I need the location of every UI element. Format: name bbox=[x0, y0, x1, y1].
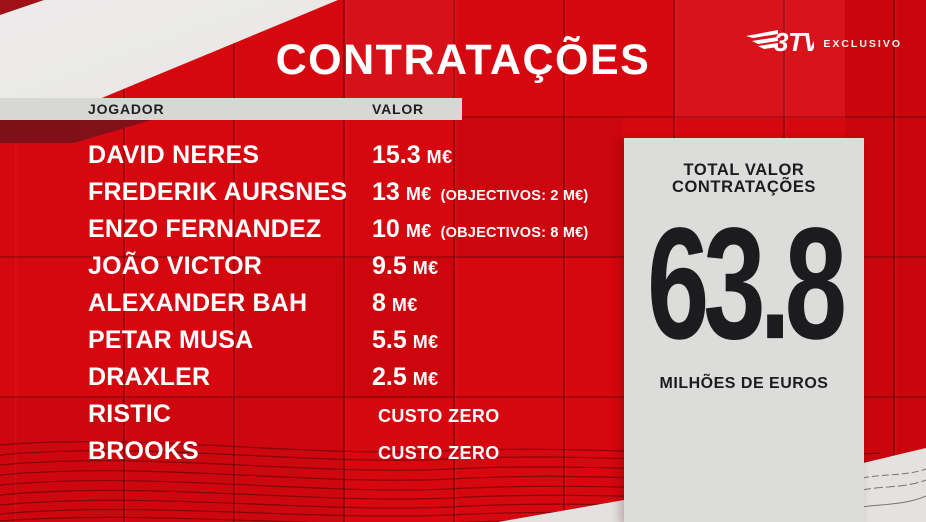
column-header-valor: VALOR bbox=[372, 101, 424, 117]
page-title: CONTRATAÇÕES bbox=[275, 36, 651, 84]
transfer-unit: M€ bbox=[391, 295, 418, 315]
total-value-container: 63.8 bbox=[624, 195, 864, 373]
player-name: DRAXLER bbox=[88, 363, 211, 391]
table-row: ALEXANDER BAH 8 M€ bbox=[88, 289, 688, 326]
total-label-line2: CONTRATAÇÕES bbox=[671, 178, 817, 197]
btv-b-mark: 3 bbox=[774, 27, 789, 56]
transfer-value: 10 M€ (OBJECTIVOS: 8 M€) bbox=[372, 215, 588, 244]
transfer-amount: 10 bbox=[372, 215, 400, 243]
tile-shade bbox=[235, 258, 455, 398]
btv-tv-text: TV bbox=[788, 27, 814, 56]
total-caption: MILHÕES DE EUROS bbox=[659, 374, 829, 392]
transfer-unit: M€ bbox=[412, 332, 439, 352]
player-name: ALEXANDER BAH bbox=[88, 289, 308, 317]
transfer-value: 9.5 M€ bbox=[372, 252, 448, 281]
table-row: RISTIC CUSTO ZERO bbox=[88, 400, 688, 437]
table-row: PETAR MUSA 5.5 M€ bbox=[88, 326, 688, 363]
transfer-value: 15.3 M€ bbox=[372, 141, 461, 170]
transfer-unit: M€ bbox=[426, 147, 453, 167]
player-name: BROOKS bbox=[88, 437, 199, 465]
transfer-value: CUSTO ZERO bbox=[372, 443, 509, 464]
total-label-line1: TOTAL VALOR bbox=[683, 161, 805, 179]
table-row: ENZO FERNANDEZ 10 M€ (OBJECTIVOS: 8 M€) bbox=[88, 215, 688, 252]
btv-logo-icon: 3 TV bbox=[746, 27, 814, 56]
transfer-amount: 15.3 bbox=[372, 141, 421, 169]
transfer-unit: CUSTO ZERO bbox=[378, 406, 500, 426]
table-header-bar: JOGADOR VALOR bbox=[0, 98, 462, 120]
transfer-value: CUSTO ZERO bbox=[372, 406, 509, 427]
transfer-note: (OBJECTIVOS: 2 M€) bbox=[440, 188, 589, 204]
transfer-value: 8 M€ bbox=[372, 289, 427, 318]
transfer-unit: M€ bbox=[412, 258, 439, 278]
transfer-amount: 8 bbox=[372, 289, 386, 317]
tile-highlight bbox=[675, 0, 845, 118]
player-name: RISTIC bbox=[88, 400, 172, 428]
btv-logo: 3 TV EXCLUSIVO bbox=[744, 26, 902, 56]
curve-lines-decoration bbox=[862, 468, 926, 508]
transfer-amount: 2.5 bbox=[372, 363, 407, 391]
transfer-unit: CUSTO ZERO bbox=[378, 443, 500, 463]
player-name: ENZO FERNANDEZ bbox=[88, 215, 322, 243]
total-value: 63.8 bbox=[647, 194, 847, 373]
table-row: DRAXLER 2.5 M€ bbox=[88, 363, 688, 400]
transfer-unit: M€ bbox=[405, 184, 432, 204]
player-name: JOÃO VICTOR bbox=[88, 252, 262, 280]
transfer-value: 13 M€ (OBJECTIVOS: 2 M€) bbox=[372, 178, 588, 207]
player-name: PETAR MUSA bbox=[88, 326, 254, 354]
exclusivo-label: EXCLUSIVO bbox=[823, 38, 902, 50]
table-row: DAVID NERES 15.3 M€ bbox=[88, 141, 688, 178]
transfer-amount: 5.5 bbox=[372, 326, 407, 354]
table-row: BROOKS CUSTO ZERO bbox=[88, 437, 688, 474]
table-row: JOÃO VICTOR 9.5 M€ bbox=[88, 252, 688, 289]
transfer-amount: 9.5 bbox=[372, 252, 407, 280]
transfer-note: (OBJECTIVOS: 8 M€) bbox=[440, 225, 589, 241]
player-name: FREDERIK AURSNES bbox=[88, 178, 348, 206]
column-header-jogador: JOGADOR bbox=[88, 101, 165, 117]
transfer-unit: M€ bbox=[412, 369, 439, 389]
transfer-value: 5.5 M€ bbox=[372, 326, 448, 355]
total-panel: TOTAL VALOR CONTRATAÇÕES 63.8 MILHÕES DE… bbox=[624, 138, 864, 522]
table-row: FREDERIK AURSNES 13 M€ (OBJECTIVOS: 2 M€) bbox=[88, 178, 688, 215]
transfer-value: 2.5 M€ bbox=[372, 363, 448, 392]
transfer-amount: 13 bbox=[372, 178, 400, 206]
player-name: DAVID NERES bbox=[88, 141, 260, 169]
transfers-table: DAVID NERES 15.3 M€ FREDERIK AURSNES 13 M€… bbox=[88, 141, 688, 474]
transfer-unit: M€ bbox=[405, 221, 432, 241]
tile-shade bbox=[455, 118, 623, 258]
